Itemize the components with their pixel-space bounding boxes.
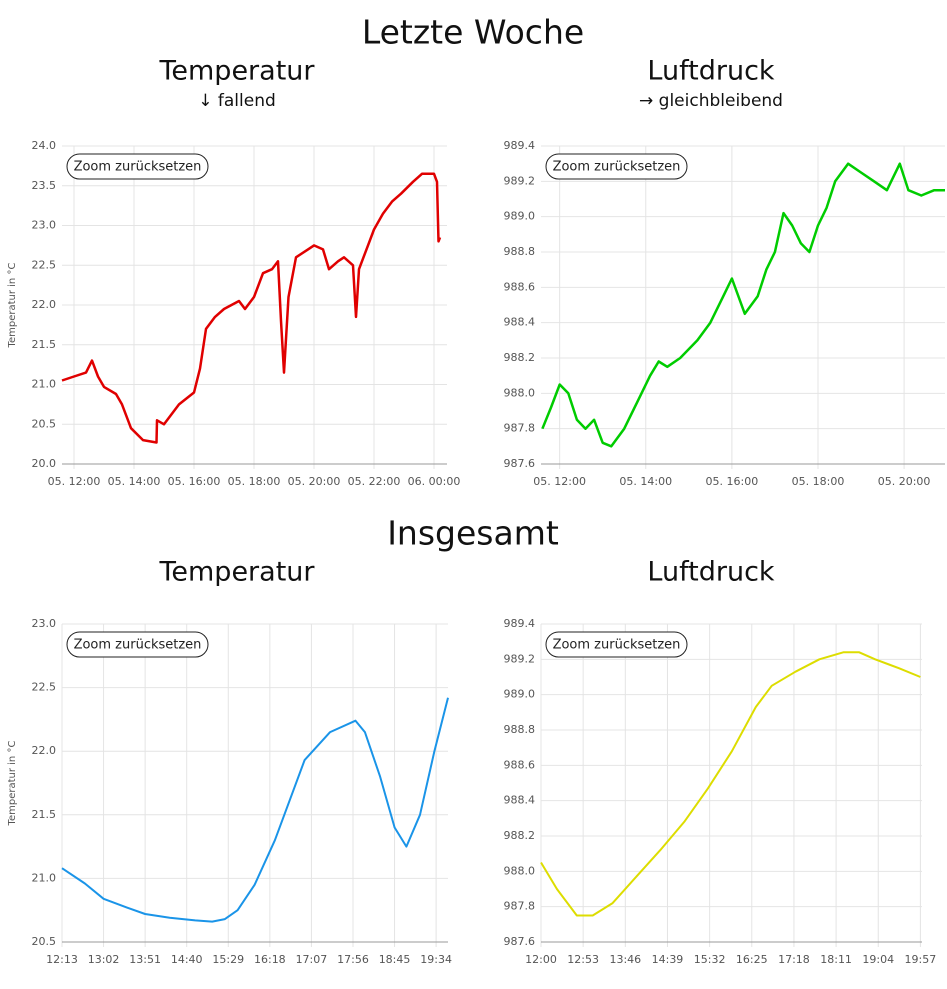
y-tick-label: 988.6: [504, 758, 536, 771]
y-tick-label: 22.5: [32, 258, 57, 271]
chart-title: Temperatur: [158, 56, 315, 87]
x-tick-label: 19:57: [905, 953, 937, 966]
x-tick-label: 19:34: [420, 953, 452, 966]
y-axis-label: Temperatur in °C: [7, 741, 18, 827]
chart-title: Luftdruck: [647, 557, 774, 588]
x-tick-label: 16:25: [736, 953, 768, 966]
y-tick-label: 988.2: [504, 351, 536, 364]
y-tick-label: 987.8: [504, 422, 536, 435]
reset-zoom-label[interactable]: Zoom zurücksetzen: [74, 160, 202, 175]
y-tick-label: 988.4: [504, 794, 536, 807]
y-tick-label: 987.6: [504, 457, 536, 470]
y-tick-label: 988.6: [504, 280, 536, 293]
x-tick-label: 17:56: [337, 953, 369, 966]
x-tick-label: 15:29: [212, 953, 244, 966]
x-tick-label: 17:07: [296, 953, 328, 966]
y-tick-label: 21.0: [32, 378, 57, 391]
y-axis-label: Temperatur in °C: [7, 263, 18, 349]
y-tick-label: 987.6: [504, 935, 536, 948]
y-tick-label: 23.0: [32, 617, 57, 630]
y-tick-label: 987.8: [504, 900, 536, 913]
x-tick-label: 05. 12:00: [533, 475, 586, 488]
reset-zoom-button[interactable]: [66, 153, 209, 180]
x-tick-label: 13:51: [129, 953, 161, 966]
section-heading: Insgesamt: [387, 514, 559, 553]
y-tick-label: 20.5: [32, 417, 57, 430]
y-tick-label: 989.4: [504, 617, 536, 630]
y-tick-label: 989.0: [504, 688, 536, 701]
x-tick-label: 18:11: [820, 953, 852, 966]
y-tick-label: 22.0: [32, 744, 57, 757]
reset-zoom-button[interactable]: [66, 631, 209, 658]
section-heading: Letzte Woche: [362, 13, 584, 52]
reset-zoom-button[interactable]: [545, 631, 688, 658]
y-tick-label: 989.2: [504, 174, 536, 187]
y-tick-label: 21.5: [32, 338, 57, 351]
data-line: [61, 697, 449, 923]
data-line: [541, 162, 945, 448]
y-tick-label: 989.2: [504, 652, 536, 665]
x-tick-label: 05. 18:00: [228, 475, 281, 488]
x-tick-label: 05. 20:00: [878, 475, 931, 488]
y-tick-label: 23.0: [32, 219, 57, 232]
y-tick-label: 989.4: [504, 139, 536, 152]
y-tick-label: 20.0: [32, 457, 57, 470]
x-tick-label: 14:39: [652, 953, 684, 966]
x-tick-label: 14:40: [171, 953, 203, 966]
y-tick-label: 988.8: [504, 245, 536, 258]
y-tick-label: 988.4: [504, 316, 536, 329]
y-tick-label: 20.5: [32, 935, 57, 948]
reset-zoom-label[interactable]: Zoom zurücksetzen: [553, 638, 681, 653]
x-tick-label: 12:00: [525, 953, 557, 966]
x-tick-label: 06. 00:00: [408, 475, 461, 488]
reset-zoom-label[interactable]: Zoom zurücksetzen: [74, 638, 202, 653]
chart-subtitle: ↓ fallend: [198, 91, 276, 111]
chart-title: Temperatur: [158, 557, 315, 588]
x-tick-label: 05. 18:00: [792, 475, 845, 488]
chart-subtitle: → gleichbleibend: [639, 91, 783, 111]
x-tick-label: 19:04: [862, 953, 894, 966]
x-tick-label: 05. 22:00: [348, 475, 401, 488]
reset-zoom-label[interactable]: Zoom zurücksetzen: [553, 160, 681, 175]
x-tick-label: 18:45: [379, 953, 411, 966]
y-tick-label: 989.0: [504, 210, 536, 223]
y-tick-label: 988.0: [504, 386, 536, 399]
y-tick-label: 21.0: [32, 871, 57, 884]
x-tick-label: 05. 12:00: [48, 475, 101, 488]
y-tick-label: 21.5: [32, 808, 57, 821]
y-tick-label: 24.0: [32, 139, 57, 152]
x-tick-label: 13:46: [609, 953, 641, 966]
x-tick-label: 05. 16:00: [168, 475, 221, 488]
x-tick-label: 05. 16:00: [706, 475, 759, 488]
data-line: [61, 172, 442, 444]
x-tick-label: 05. 20:00: [288, 475, 341, 488]
y-tick-label: 988.8: [504, 723, 536, 736]
x-tick-label: 17:18: [778, 953, 810, 966]
chart-title: Luftdruck: [647, 56, 774, 87]
y-tick-label: 22.5: [32, 681, 57, 694]
data-line: [540, 651, 921, 917]
x-tick-label: 05. 14:00: [619, 475, 672, 488]
x-tick-label: 12:13: [46, 953, 78, 966]
reset-zoom-button[interactable]: [545, 153, 688, 180]
y-tick-label: 988.0: [504, 864, 536, 877]
y-tick-label: 988.2: [504, 829, 536, 842]
x-tick-label: 15:32: [694, 953, 726, 966]
y-tick-label: 23.5: [32, 179, 57, 192]
y-tick-label: 22.0: [32, 298, 57, 311]
x-tick-label: 13:02: [88, 953, 120, 966]
x-tick-label: 12:53: [567, 953, 599, 966]
x-tick-label: 05. 14:00: [108, 475, 161, 488]
x-tick-label: 16:18: [254, 953, 286, 966]
